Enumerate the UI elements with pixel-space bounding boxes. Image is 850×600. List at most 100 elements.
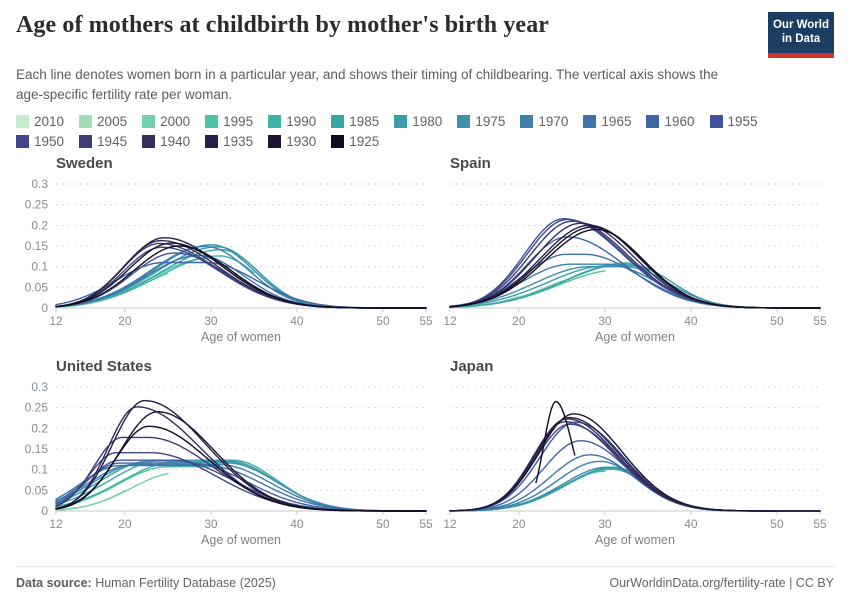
series-line-2000[interactable] xyxy=(55,473,169,511)
x-tick-label: 50 xyxy=(376,314,390,328)
legend-year-label: 1925 xyxy=(349,134,380,150)
legend-swatch xyxy=(142,135,156,149)
x-tick-label: 12 xyxy=(443,517,457,531)
series-line-1925[interactable] xyxy=(535,400,576,484)
y-tick-label: 0.3 xyxy=(31,380,48,394)
series-line-1960[interactable] xyxy=(449,236,821,309)
owid-logo[interactable]: Our World in Data xyxy=(768,12,834,58)
legend-year-label: 1995 xyxy=(223,114,254,130)
x-tick-label: 30 xyxy=(598,314,612,328)
legend-year-label: 1960 xyxy=(664,114,695,130)
y-tick-label: 0.2 xyxy=(31,218,48,232)
series-line-1935[interactable] xyxy=(55,400,427,512)
legend-swatch xyxy=(205,135,219,149)
chart-panel-sweden: Sweden 0 0.05 0.1 0.15 0.2 0.25 0.3 12 20 30 40 50 55… xyxy=(16,155,438,346)
chart-canvas: 12 20 30 40 50 55 Age of women xyxy=(443,386,827,547)
footer-right: OurWorldinData.org/fertility-rate | CC B… xyxy=(609,576,834,590)
legend-item-1970[interactable]: 1970 xyxy=(520,114,568,129)
x-tick-label: 30 xyxy=(204,517,218,531)
legend-item-1985[interactable]: 1985 xyxy=(331,114,379,129)
legend-swatch xyxy=(394,115,408,129)
series-line-1925[interactable] xyxy=(55,425,427,512)
data-source-label: Data source: xyxy=(16,576,92,590)
data-source: Data source: Human Fertility Database (2… xyxy=(16,576,276,590)
legend-item-1950[interactable]: 1950 xyxy=(16,134,64,149)
chart-canvas: 0 0.05 0.1 0.15 0.2 0.25 0.3 12 20 30 40 50 55 Age of… xyxy=(25,177,433,344)
y-tick-label: 0.3 xyxy=(31,177,48,191)
legend-swatch xyxy=(142,115,156,129)
legend-item-1930[interactable]: 1930 xyxy=(268,134,316,149)
legend-item-1940[interactable]: 1940 xyxy=(142,134,190,149)
legend-swatch xyxy=(583,115,597,129)
x-axis-title: Age of women xyxy=(201,330,281,344)
legend-year-label: 1965 xyxy=(601,114,632,130)
x-axis-title: Age of women xyxy=(201,533,281,547)
legend-item-1945[interactable]: 1945 xyxy=(79,134,127,149)
x-tick-label: 12 xyxy=(49,517,63,531)
legend-year-label: 1935 xyxy=(223,134,254,150)
footer: Data source: Human Fertility Database (2… xyxy=(16,566,834,590)
legend-year-label: 2000 xyxy=(160,114,191,130)
x-tick-label: 20 xyxy=(512,314,526,328)
legend-year-label: 1980 xyxy=(412,114,443,130)
legend-item-1980[interactable]: 1980 xyxy=(394,114,442,129)
legend-item-1990[interactable]: 1990 xyxy=(268,114,316,129)
x-axis-title: Age of women xyxy=(595,533,675,547)
series-line-1940[interactable] xyxy=(55,406,427,512)
legend-item-1975[interactable]: 1975 xyxy=(457,114,505,129)
series-line-1925[interactable] xyxy=(55,245,427,309)
x-tick-label: 40 xyxy=(684,517,698,531)
legend-year-label: 1930 xyxy=(286,134,317,150)
footer-license: CC BY xyxy=(795,576,834,590)
x-tick-label: 55 xyxy=(813,517,827,531)
legend-swatch xyxy=(268,115,282,129)
x-tick-label: 30 xyxy=(598,517,612,531)
x-tick-label: 20 xyxy=(118,314,132,328)
y-tick-label: 0.1 xyxy=(31,260,48,274)
owid-logo-line2: in Data xyxy=(781,32,821,45)
footer-link[interactable]: OurWorldinData.org/fertility-rate xyxy=(609,576,786,590)
x-tick-label: 12 xyxy=(49,314,63,328)
legend-year-label: 1970 xyxy=(538,114,569,130)
legend-item-1960[interactable]: 1960 xyxy=(646,114,695,130)
legend-item-1955[interactable]: 1955 xyxy=(709,114,758,130)
y-tick-label: 0.05 xyxy=(25,280,49,294)
series-line-1995[interactable] xyxy=(55,466,212,509)
legend-year-label: 1955 xyxy=(727,114,758,130)
legend-item-1935[interactable]: 1935 xyxy=(205,134,253,149)
x-tick-label: 50 xyxy=(770,314,784,328)
series-line-1975[interactable] xyxy=(55,462,384,512)
legend-swatch xyxy=(331,135,345,149)
panel-title: Spain xyxy=(450,155,491,173)
legend-item-2010[interactable]: 2010 xyxy=(16,114,64,129)
series-line-1930[interactable] xyxy=(449,413,778,512)
chart-panel-spain: Spain 12 20 30 40 50 55 Age of women xyxy=(442,155,834,346)
series-line-1945[interactable] xyxy=(55,242,427,309)
legend-year-label: 1950 xyxy=(34,134,65,150)
y-tick-label: 0 xyxy=(41,301,48,315)
legend-swatch xyxy=(16,115,29,129)
x-tick-label: 20 xyxy=(118,517,132,531)
footer-separator: | xyxy=(785,576,796,590)
chart-panel-japan: Japan 12 20 30 40 50 55 Age of women xyxy=(442,358,834,549)
y-tick-label: 0.1 xyxy=(31,463,48,477)
legend-swatch xyxy=(457,115,471,129)
panel-title: Japan xyxy=(450,358,494,376)
y-tick-label: 0.25 xyxy=(25,401,49,415)
legend-item-1995[interactable]: 1995 xyxy=(205,114,253,129)
y-tick-label: 0.25 xyxy=(25,198,49,212)
chart-canvas: 12 20 30 40 50 55 Age of women xyxy=(443,183,827,344)
series-line-1925[interactable] xyxy=(449,228,821,309)
x-tick-label: 40 xyxy=(290,517,304,531)
legend-item-2000[interactable]: 2000 xyxy=(142,114,190,129)
legend-year-label: 2010 xyxy=(34,114,65,130)
legend-item-2005[interactable]: 2005 xyxy=(79,114,127,129)
series-line-1975[interactable] xyxy=(55,244,427,309)
legend-year-label: 1985 xyxy=(349,114,380,130)
legend-swatch xyxy=(709,115,723,129)
legend-year-label: 1940 xyxy=(160,134,191,150)
legend-item-1965[interactable]: 1965 xyxy=(583,114,631,129)
x-tick-label: 50 xyxy=(376,517,390,531)
legend-item-1925[interactable]: 1925 xyxy=(331,134,379,149)
